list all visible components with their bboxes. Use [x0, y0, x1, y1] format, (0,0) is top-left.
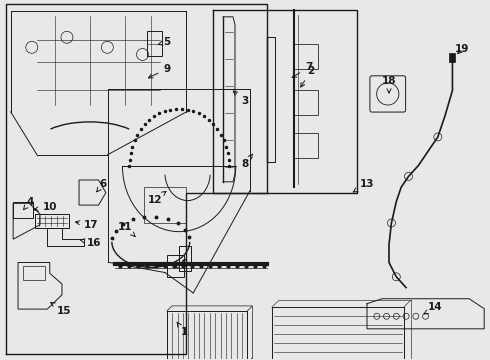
Text: 17: 17	[75, 220, 98, 230]
Text: 2: 2	[301, 66, 315, 87]
Text: 16: 16	[80, 238, 101, 248]
Text: 6: 6	[175, 259, 188, 269]
Bar	[294, 44, 318, 69]
Text: 5: 5	[158, 37, 171, 47]
Bar	[294, 134, 318, 158]
Text: 19: 19	[455, 44, 469, 54]
Text: 15: 15	[50, 302, 72, 316]
Text: 7: 7	[292, 62, 312, 77]
Bar	[179, 246, 191, 271]
Text: 12: 12	[147, 192, 166, 205]
Bar	[23, 266, 45, 280]
Text: 1: 1	[177, 322, 188, 337]
Text: 4: 4	[24, 197, 34, 210]
Text: 18: 18	[382, 76, 396, 93]
Text: 11: 11	[118, 222, 135, 237]
Bar	[144, 187, 186, 224]
Text: 14: 14	[424, 302, 442, 314]
Text: 13: 13	[353, 179, 374, 192]
Text: 3: 3	[233, 91, 248, 106]
Text: 10: 10	[34, 202, 57, 212]
Bar	[35, 214, 69, 228]
Text: 9: 9	[148, 64, 171, 78]
Bar	[13, 202, 33, 218]
Text: 6: 6	[97, 179, 107, 192]
Text: 8: 8	[242, 154, 253, 169]
Bar	[147, 31, 162, 56]
Bar	[294, 90, 318, 116]
Bar	[449, 53, 455, 62]
